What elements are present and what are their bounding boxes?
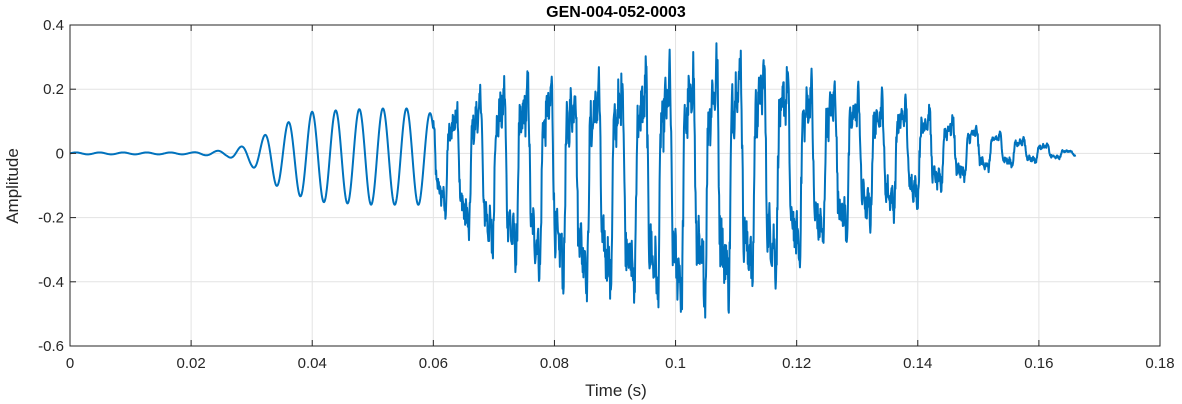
- plot-area: [69, 42, 1077, 319]
- x-tick-label: 0.06: [419, 355, 448, 372]
- y-tick-label: -0.6: [38, 338, 64, 355]
- x-tick-label: 0.02: [177, 355, 206, 372]
- x-tick-label: 0.08: [540, 355, 569, 372]
- amplitude-series-line: [69, 42, 1077, 319]
- x-tick-label: 0.04: [298, 355, 327, 372]
- y-tick-label: 0: [56, 145, 64, 162]
- y-axis-label: Amplitude: [3, 148, 22, 224]
- x-tick-label: 0.1: [665, 355, 686, 372]
- y-axis-ticks: -0.6 -0.4 -0.2 0 0.2 0.4: [38, 17, 1160, 355]
- grid-lines: [69, 24, 1161, 347]
- x-tick-label: 0.16: [1024, 355, 1053, 372]
- x-tick-label: 0.18: [1145, 355, 1174, 372]
- y-tick-label: -0.2: [38, 210, 64, 227]
- axes-box: [69, 24, 1161, 347]
- y-tick-label: 0.2: [43, 81, 64, 98]
- x-tick-label: 0: [66, 355, 74, 372]
- y-tick-label: 0.4: [43, 17, 64, 34]
- x-tick-label: 0.12: [782, 355, 811, 372]
- y-tick-label: -0.4: [38, 274, 64, 291]
- x-axis-label: Time (s): [585, 381, 647, 400]
- x-tick-label: 0.14: [903, 355, 932, 372]
- chart-title: GEN-004-052-0003: [546, 4, 686, 21]
- x-axis-ticks: 0 0.02 0.04 0.06 0.08 0.1 0.12 0.14 0.16 0.18: [66, 25, 1175, 372]
